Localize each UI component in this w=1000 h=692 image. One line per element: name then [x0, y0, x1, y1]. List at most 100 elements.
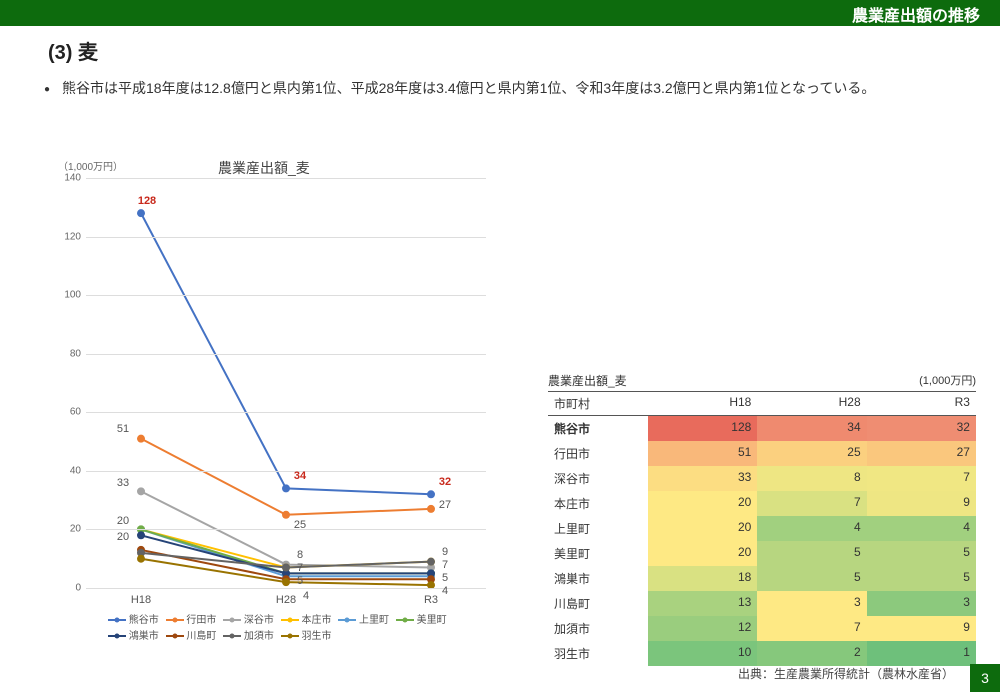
table-col-header: H18: [648, 392, 757, 415]
legend-item: 本庄市: [281, 613, 332, 629]
legend-item: 上里町: [338, 613, 389, 629]
table-cell: 9: [867, 616, 976, 641]
legend-item: 羽生市: [281, 629, 332, 645]
chart-y-tick: 20: [51, 524, 81, 535]
chart-legend: 熊谷市 行田市 深谷市 本庄市 上里町 美里町 鴻巣市 川島町 加須市 羽生市: [108, 613, 468, 645]
chart-data-label: 5: [442, 572, 448, 584]
table-cell: 4: [757, 516, 866, 541]
table-cell: 7: [757, 491, 866, 516]
chart-gridline: [86, 178, 486, 179]
table-cell: 18: [648, 566, 757, 591]
chart-gridline: [86, 295, 486, 296]
table-cell: 1: [867, 641, 976, 666]
table-row: 美里町2055: [548, 541, 976, 566]
table-cell-name: 行田市: [548, 441, 648, 466]
table-cell: 20: [648, 491, 757, 516]
table-body: 熊谷市1283432行田市512527深谷市3387本庄市2079上里町2044…: [548, 416, 976, 666]
table-cell: 5: [757, 566, 866, 591]
table-cell: 10: [648, 641, 757, 666]
chart-gridline: [86, 529, 486, 530]
legend-swatch: [223, 635, 241, 637]
table-cell: 7: [867, 466, 976, 491]
chart-data-label: 7: [442, 559, 448, 571]
chart-data-label: 51: [117, 423, 129, 435]
chart-data-label: 20: [117, 515, 129, 527]
chart-x-tick: H28: [276, 594, 296, 606]
legend-item: 深谷市: [223, 613, 274, 629]
chart-data-label: 4: [442, 585, 448, 597]
table-cell: 32: [867, 416, 976, 441]
table-cell: 27: [867, 441, 976, 466]
table-cell: 128: [648, 416, 757, 441]
table-cell-name: 川島町: [548, 591, 648, 616]
table-cell-name: 加須市: [548, 616, 648, 641]
table-col-header: R3: [867, 392, 976, 415]
table-title-row: 農業産出額_麦 (1,000万円): [548, 372, 976, 392]
table-cell: 5: [867, 566, 976, 591]
table-unit: (1,000万円): [708, 372, 976, 389]
legend-label: 加須市: [241, 631, 274, 642]
chart-y-tick: 80: [51, 348, 81, 359]
legend-label: 羽生市: [299, 631, 332, 642]
section-title: (3) 麦: [48, 36, 98, 65]
table-cell: 2: [757, 641, 866, 666]
chart-y-tick: 100: [51, 290, 81, 301]
table-cell: 8: [757, 466, 866, 491]
legend-swatch: [281, 635, 299, 637]
table-row: 本庄市2079: [548, 491, 976, 516]
chart-gridline: [86, 588, 486, 589]
table-row: 鴻巣市1855: [548, 566, 976, 591]
legend-swatch: [166, 619, 184, 621]
table-header-row: 市町村 H18 H28 R3: [548, 392, 976, 416]
table-row: 行田市512527: [548, 441, 976, 466]
table-cell: 3: [867, 591, 976, 616]
table-row: 川島町1333: [548, 591, 976, 616]
table-cell: 13: [648, 591, 757, 616]
table-cell: 20: [648, 516, 757, 541]
table-cell: 33: [648, 466, 757, 491]
chart-y-tick: 60: [51, 407, 81, 418]
chart-gridline: [86, 237, 486, 238]
legend-item: 行田市: [166, 613, 217, 629]
header-title: 農業産出額の推移: [852, 2, 980, 26]
chart-y-tick: 0: [51, 583, 81, 594]
legend-label: 鴻巣市: [126, 631, 159, 642]
chart-data-label: 20: [117, 531, 129, 543]
chart-data-label: 34: [294, 470, 306, 482]
table-cell-name: 美里町: [548, 541, 648, 566]
chart-gridline: [86, 471, 486, 472]
legend-swatch: [166, 635, 184, 637]
table-cell-name: 深谷市: [548, 466, 648, 491]
table-col-header: 市町村: [548, 392, 648, 415]
source-citation: 出典：生産農業所得統計（農林水産省）: [738, 665, 954, 682]
table-cell: 4: [867, 516, 976, 541]
legend-swatch: [108, 635, 126, 637]
chart-data-label: 9: [442, 546, 448, 558]
chart-y-tick: 140: [51, 173, 81, 184]
table-cell: 5: [867, 541, 976, 566]
chart-x-tick: H18: [131, 594, 151, 606]
legend-swatch: [223, 619, 241, 621]
table-cell: 9: [867, 491, 976, 516]
legend-item: 川島町: [166, 629, 217, 645]
header-bar: 農業産出額の推移: [0, 0, 1000, 26]
table-cell: 34: [757, 416, 866, 441]
legend-item: 美里町: [396, 613, 447, 629]
table-cell: 7: [757, 616, 866, 641]
chart-x-tick: R3: [424, 594, 438, 606]
legend-label: 行田市: [184, 615, 217, 626]
legend-label: 深谷市: [241, 615, 274, 626]
legend-label: 上里町: [356, 615, 389, 626]
legend-swatch: [396, 619, 414, 621]
legend-swatch: [338, 619, 356, 621]
page-number: 3: [970, 664, 1000, 692]
table-cell: 3: [757, 591, 866, 616]
table-row: 熊谷市1283432: [548, 416, 976, 441]
legend-item: 熊谷市: [108, 613, 159, 629]
table-cell: 5: [757, 541, 866, 566]
chart-y-tick: 40: [51, 465, 81, 476]
table-cell-name: 上里町: [548, 516, 648, 541]
chart-lines-svg: [86, 178, 486, 588]
legend-item: 加須市: [223, 629, 274, 645]
chart-data-label: 27: [439, 499, 451, 511]
